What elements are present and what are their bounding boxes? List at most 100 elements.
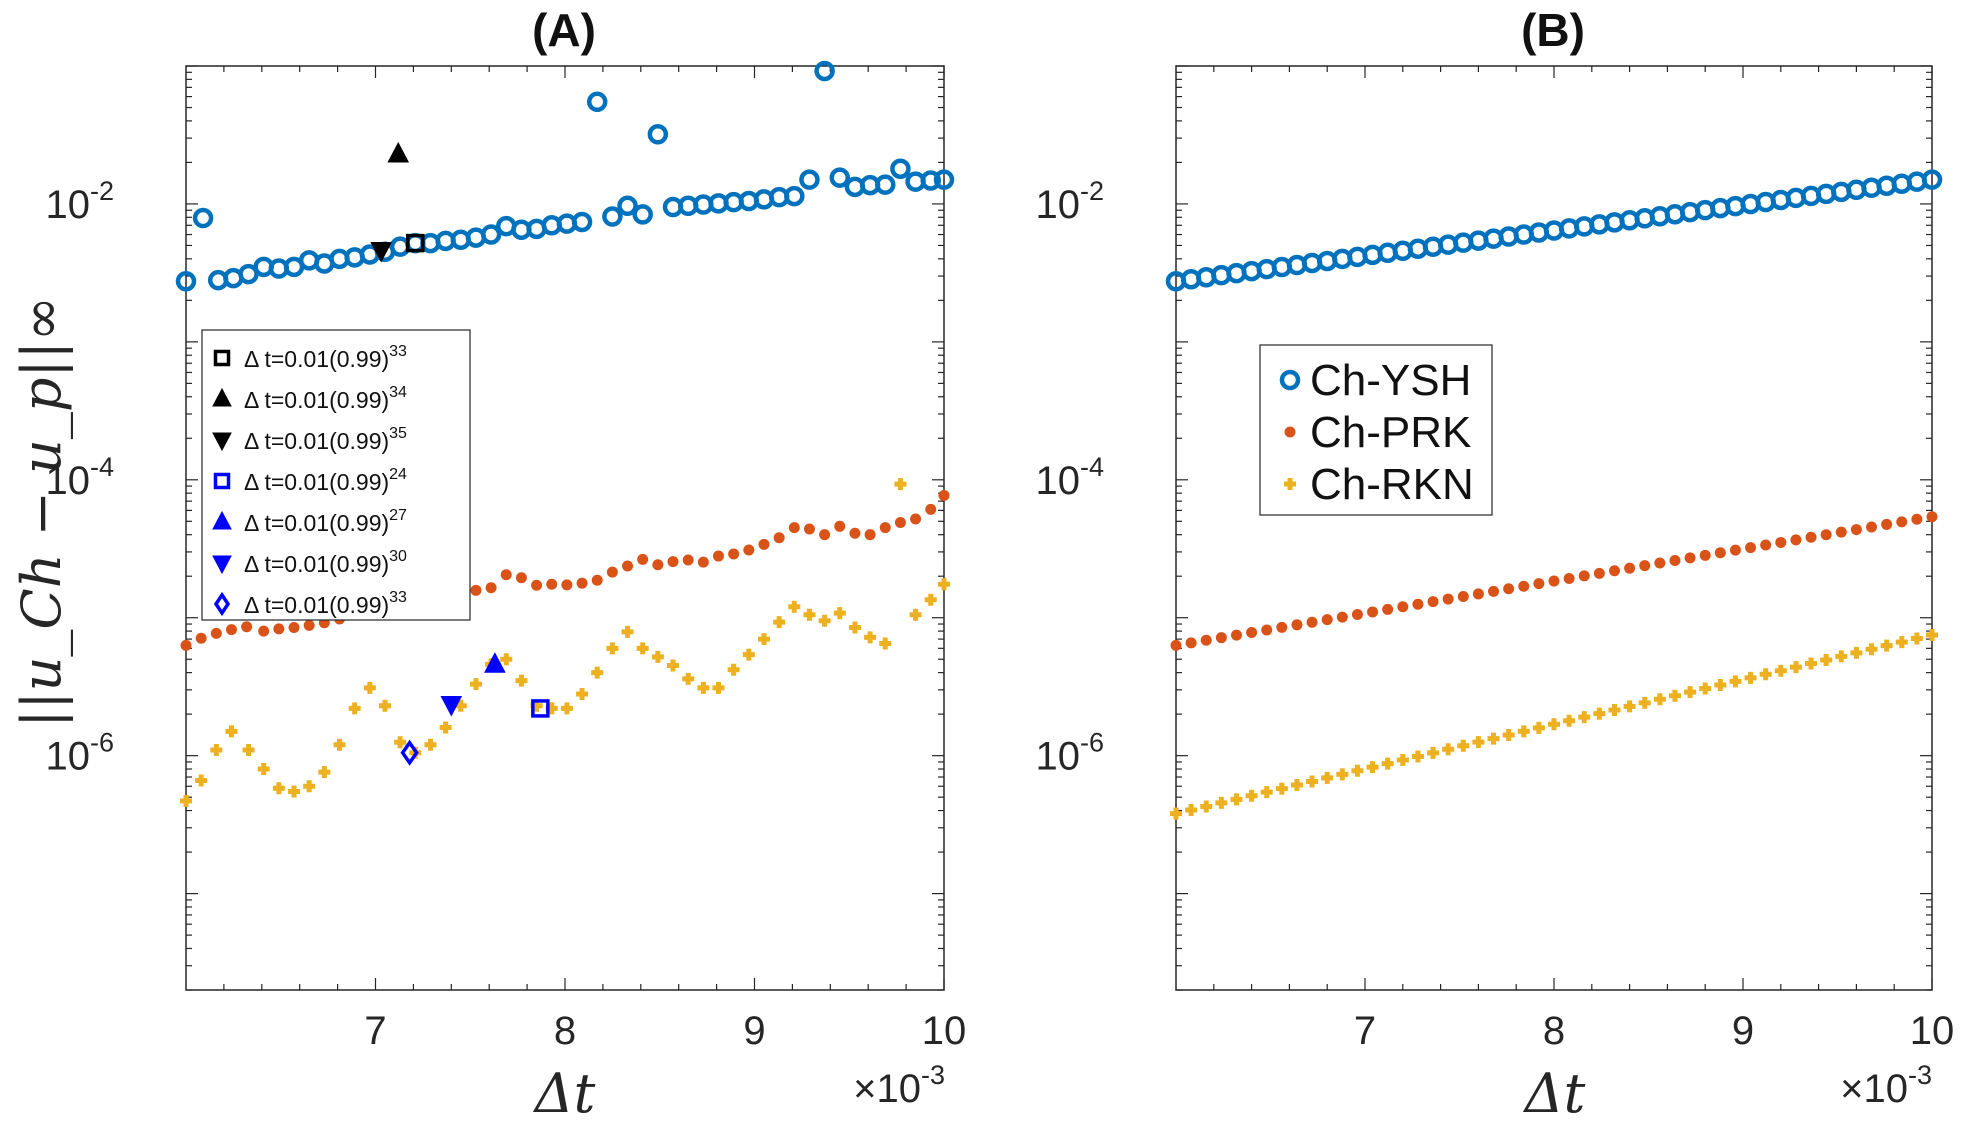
panel-a-ch-prk-point	[546, 578, 558, 590]
panel-b-legend-marker	[1284, 426, 1296, 438]
panel-b-ch-prk-point	[1170, 639, 1182, 651]
panel-a-y-label: ||u_Ch − u_p||∞	[10, 296, 73, 728]
panel-b-ch-rkn-point	[1366, 761, 1379, 774]
panel-b-ch-prk-point	[1926, 511, 1938, 523]
panel-a-ch-rkn-point	[848, 621, 861, 634]
panel-a-legend-marker	[213, 349, 231, 367]
panel-b-ch-rkn-point	[1714, 678, 1727, 691]
panel-b-ch-prk-point	[1760, 539, 1772, 551]
panel-b-ch-prk-point	[1276, 621, 1288, 633]
panel-a-ch-rkn-point	[500, 653, 513, 666]
panel-a-legend-label: Δ t=0.01(0.99)30	[244, 548, 407, 577]
panel-b-ch-rkn-point	[1200, 800, 1213, 813]
panel-a-legend-marker	[212, 432, 232, 452]
panel-b-plot-area: 7 8 9 10 10-2 10-4 10-6	[1035, 65, 1954, 1053]
panel-a-ch-prk-point	[819, 529, 831, 541]
panel-a-x-tick-label: 8	[554, 1009, 576, 1053]
panel-b-ch-rkn-point	[1306, 775, 1319, 788]
panel-b-ch-rkn-point	[1215, 796, 1228, 809]
panel-a-ch-prk-point	[803, 523, 815, 535]
panel-a-ch-ysh-point	[647, 124, 669, 145]
panel-b-ch-rkn-point	[1170, 807, 1182, 820]
panel-a-ch-prk-point	[773, 532, 785, 544]
panel-a-highlight-point	[370, 241, 393, 263]
panel-a-highlight-point	[440, 695, 463, 717]
panel-b-ch-prk-point	[1669, 554, 1681, 566]
panel-b-ch-rkn-point	[1502, 729, 1515, 742]
panel-b-ch-prk-point	[1866, 521, 1878, 533]
panel-a-ch-prk-point	[500, 569, 512, 581]
panel-a-ch-prk-point	[210, 627, 222, 639]
panel-b-y-tick-label: 10-2	[1035, 176, 1104, 227]
panel-b-ch-prk-point	[1518, 580, 1530, 592]
panel-a-ch-prk-point	[864, 529, 876, 541]
panel-b-ch-prk-point	[1790, 534, 1802, 546]
panel-a-ch-ysh-point	[571, 211, 593, 233]
panel-b-ch-rkn-point	[1759, 668, 1772, 681]
panel-a-x-tick-label: 9	[743, 1009, 765, 1053]
panel-b-x-tick-label: 9	[1732, 1009, 1754, 1053]
panel-b-x-tick-label: 7	[1354, 1009, 1376, 1053]
panel-b-ch-prk-point	[1835, 526, 1847, 538]
panel-b-ch-prk-point	[1699, 549, 1711, 561]
panel-a-ch-ysh-point	[586, 91, 608, 113]
panel-a-plot-area: 7 8 9 10 10-2 10-4 10-6	[45, 60, 966, 1053]
panel-a-ch-prk-point	[834, 520, 846, 532]
panel-a-highlight-point	[406, 233, 425, 253]
panel-a-x-tick-label: 7	[364, 1009, 386, 1053]
panel-b-ch-rkn-point	[1532, 721, 1545, 734]
panel-a-ch-rkn-point	[363, 681, 376, 694]
panel-a-legend-label: Δ t=0.01(0.99)27	[244, 507, 407, 536]
panel-b-ch-rkn-point	[1517, 725, 1530, 738]
panel-b-ch-rkn-point	[1578, 711, 1591, 724]
panel-a-highlight-point	[484, 652, 506, 673]
panel-a-ch-prk-point	[303, 619, 315, 631]
panel-b-ch-prk-point	[1382, 603, 1394, 615]
panel-b-ch-prk-point	[1261, 624, 1273, 636]
panel-a-ch-rkn-point	[469, 678, 482, 691]
panel-a-ch-rkn-point	[333, 738, 346, 751]
panel-a-ch-ysh-point	[799, 169, 820, 190]
panel-a-ch-rkn-point	[318, 766, 331, 779]
panel-b-ch-prk-point	[1714, 547, 1726, 559]
panel-b-ch-prk-point	[1351, 609, 1363, 621]
panel-a-ch-prk-point	[622, 560, 634, 572]
panel-b-ch-prk-point	[1578, 570, 1590, 582]
panel-b-ch-prk-point	[1775, 536, 1787, 548]
panel-b-y-tick-label: 10-4	[1035, 452, 1104, 503]
panel-b-ch-prk-point	[1215, 632, 1227, 644]
panel-b-ch-rkn-point	[1865, 643, 1878, 656]
panel-a-ch-prk-point	[938, 489, 950, 501]
panel-a-highlight-point	[387, 141, 410, 163]
panel-a-ch-rkn-point	[439, 721, 452, 734]
panel-a-ch-rkn-point	[225, 725, 238, 738]
panel-a-ch-rkn-point	[727, 663, 740, 676]
panel-a-legend-label: Δ t=0.01(0.99)35	[244, 425, 407, 454]
panel-b-ch-prk-point	[1911, 513, 1923, 525]
panel-a-ch-prk-point	[606, 566, 618, 578]
panel-b-ch-rkn-point	[1744, 671, 1757, 684]
panel-b-ch-rkn-point	[1653, 693, 1666, 706]
panel-a-ch-prk-point	[195, 632, 207, 644]
panel-b-ch-ysh-point	[1921, 169, 1943, 190]
panel-b-ch-prk-point	[1200, 634, 1212, 646]
panel-b-ch-rkn-point	[1230, 793, 1243, 806]
panel-b-legend-label: Ch-YSH	[1310, 356, 1471, 405]
panel-a-legend-marker	[212, 510, 232, 530]
panel-b-ch-prk-point	[1729, 544, 1741, 556]
panel-b-x-label: Δt	[1523, 1062, 1586, 1125]
panel-b-ch-rkn-point	[1835, 650, 1848, 663]
panel-a-ch-rkn-point	[348, 702, 361, 715]
panel-a-ch-prk-point	[849, 527, 861, 539]
panel-b-ch-rkn-point	[1820, 653, 1833, 666]
panel-b-ch-prk-point	[1850, 524, 1862, 536]
panel-b-y-tick-label: 10-6	[1035, 728, 1104, 779]
panel-b-ch-rkn-point	[1563, 714, 1576, 727]
panel-b-ch-prk-point	[1246, 627, 1258, 639]
panel-a: (A) 7 8 9 10 10-2 10-4 10-6 ×10-3 Δt ||u_Ch − …	[10, 4, 966, 1125]
panel-b-ch-rkn-point	[1427, 746, 1440, 759]
panel-b-ch-rkn-point	[1895, 636, 1908, 649]
panel-b-ch-rkn-point	[1185, 804, 1198, 817]
